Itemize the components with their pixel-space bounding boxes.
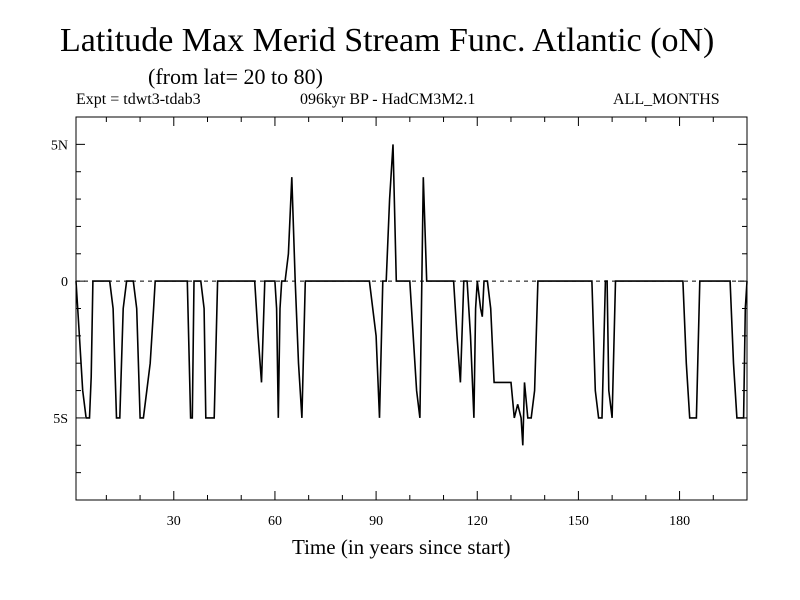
axis-tick-labels: 30 60 90 120 150 180 5N 0 5S [51,138,690,529]
axis-ticks [76,116,748,501]
x-tick-label: 30 [167,514,181,529]
x-tick-label: 150 [568,514,589,529]
model-label: 096kyr BP - HadCM3M2.1 [300,91,476,108]
experiment-label: Expt = tdwt3-tdab3 [76,91,201,108]
y-tick-label: 5N [51,138,68,153]
x-tick-label: 90 [369,514,383,529]
chart-subtitle: (from lat= 20 to 80) [148,64,323,89]
x-tick-label: 120 [467,514,488,529]
y-tick-label: 0 [61,275,68,290]
season-label: ALL_MONTHS [613,91,720,108]
chart-title: Latitude Max Merid Stream Func. Atlantic… [60,22,715,59]
x-axis-label: Time (in years since start) [292,535,511,559]
series-layer [75,144,748,446]
y-tick-label: 5S [53,412,68,427]
x-tick-label: 180 [669,514,690,529]
x-tick-label: 60 [268,514,282,529]
series-line [75,144,748,446]
